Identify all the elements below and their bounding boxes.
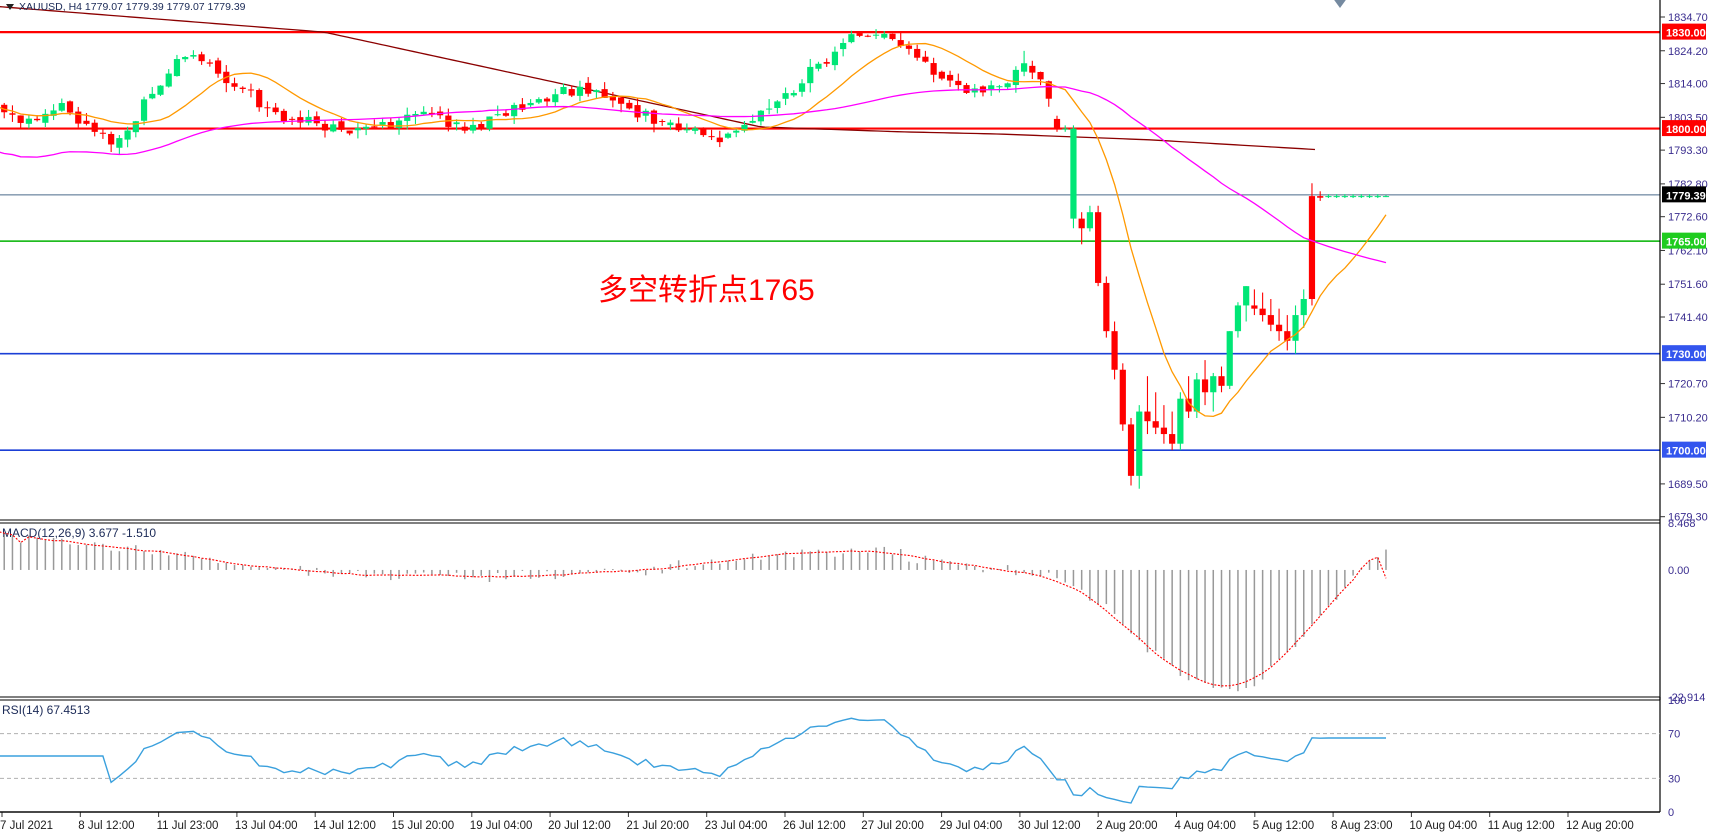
svg-text:1772.60: 1772.60: [1668, 212, 1708, 224]
svg-text:1765.00: 1765.00: [1666, 237, 1706, 249]
svg-text:1689.50: 1689.50: [1668, 479, 1708, 491]
svg-text:1751.60: 1751.60: [1668, 279, 1708, 291]
svg-text:1793.30: 1793.30: [1668, 145, 1708, 157]
svg-text:1800.00: 1800.00: [1666, 124, 1706, 136]
svg-text:30 Jul 12:00: 30 Jul 12:00: [1018, 820, 1081, 832]
svg-text:8 Aug 23:00: 8 Aug 23:00: [1331, 820, 1392, 832]
svg-text:14 Jul 12:00: 14 Jul 12:00: [313, 820, 376, 832]
svg-text:20 Jul 12:00: 20 Jul 12:00: [548, 820, 611, 832]
svg-text:1700.00: 1700.00: [1666, 446, 1706, 458]
svg-text:MACD(12,26,9) 3.677 -1.510: MACD(12,26,9) 3.677 -1.510: [2, 526, 156, 540]
svg-text:10 Aug 04:00: 10 Aug 04:00: [1409, 820, 1477, 832]
svg-text:RSI(14) 67.4513: RSI(14) 67.4513: [2, 703, 90, 717]
svg-text:30: 30: [1668, 773, 1680, 785]
svg-text:0: 0: [1668, 807, 1674, 819]
svg-text:70: 70: [1668, 729, 1680, 741]
svg-text:1779.39: 1779.39: [1666, 190, 1706, 202]
svg-text:2 Aug 20:00: 2 Aug 20:00: [1096, 820, 1157, 832]
svg-text:11 Jul 23:00: 11 Jul 23:00: [157, 820, 219, 832]
svg-text:26 Jul 12:00: 26 Jul 12:00: [783, 820, 846, 832]
svg-text:21 Jul 20:00: 21 Jul 20:00: [626, 820, 689, 832]
svg-text:多空​转折点1765: 多空​转折点1765: [598, 274, 815, 307]
svg-text:XAUUSD, H4 1779.07 1779.39 17: XAUUSD, H4 1779.07 1779.39 1779.07 1779.…: [19, 1, 246, 13]
svg-text:27 Jul 20:00: 27 Jul 20:00: [861, 820, 924, 832]
svg-text:5 Aug 12:00: 5 Aug 12:00: [1253, 820, 1314, 832]
svg-text:8 Jul 12:00: 8 Jul 12:00: [78, 820, 134, 832]
svg-text:1834.70: 1834.70: [1668, 12, 1708, 24]
svg-text:4 Aug 04:00: 4 Aug 04:00: [1175, 820, 1236, 832]
svg-text:1830.00: 1830.00: [1666, 28, 1706, 40]
svg-text:13 Jul 04:00: 13 Jul 04:00: [235, 820, 298, 832]
svg-text:23 Jul 04:00: 23 Jul 04:00: [705, 820, 768, 832]
svg-text:1741.40: 1741.40: [1668, 312, 1708, 324]
svg-text:1710.20: 1710.20: [1668, 412, 1708, 424]
svg-text:7 Jul 2021: 7 Jul 2021: [0, 820, 53, 832]
svg-text:1824.20: 1824.20: [1668, 46, 1708, 58]
svg-text:1730.00: 1730.00: [1666, 349, 1706, 361]
svg-text:0.00: 0.00: [1668, 565, 1689, 577]
svg-text:12 Aug 20:00: 12 Aug 20:00: [1566, 820, 1634, 832]
svg-text:100: 100: [1668, 695, 1686, 707]
svg-text:1720.70: 1720.70: [1668, 379, 1708, 391]
svg-text:1814.00: 1814.00: [1668, 79, 1708, 91]
svg-text:15 Jul 20:00: 15 Jul 20:00: [392, 820, 455, 832]
svg-text:19 Jul 04:00: 19 Jul 04:00: [470, 820, 533, 832]
svg-text:8.468: 8.468: [1668, 518, 1696, 530]
svg-text:11 Aug 12:00: 11 Aug 12:00: [1488, 820, 1555, 832]
svg-text:29 Jul 04:00: 29 Jul 04:00: [940, 820, 1003, 832]
